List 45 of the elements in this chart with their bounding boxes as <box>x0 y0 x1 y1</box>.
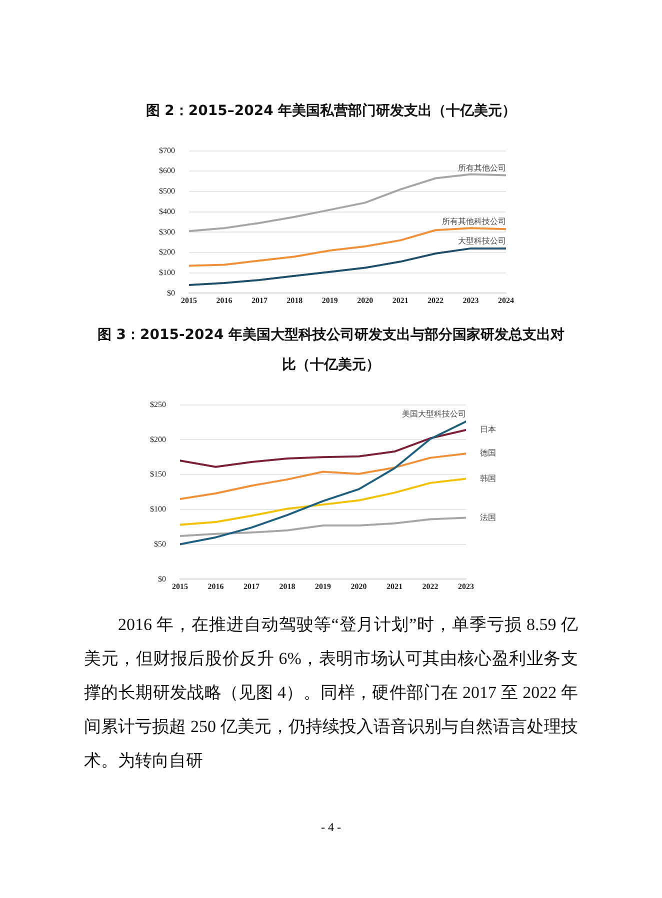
x-tick-label: 2022 <box>422 582 438 592</box>
x-tick-label: 2021 <box>392 296 408 306</box>
y-tick-label: $500 <box>159 186 175 196</box>
chart-title: 图 3：2015-2024 年美国大型科技公司研发支出与部分国家研发总支出对比（十亿美元） <box>96 326 566 375</box>
series-label: 所有其他公司 <box>458 163 506 172</box>
x-tick-label: 2020 <box>357 296 374 306</box>
x-tick-label: 2019 <box>315 582 331 592</box>
x-tick-label: 2019 <box>322 296 338 306</box>
y-tick-label: $250 <box>150 400 166 409</box>
y-tick-label: $50 <box>154 539 166 548</box>
x-tick-label: 2023 <box>458 582 474 592</box>
x-tick-label: 2017 <box>251 296 268 306</box>
series-label: 大型科技公司 <box>458 236 506 246</box>
y-tick-label: $0 <box>158 574 166 584</box>
y-tick-label: $100 <box>150 504 166 514</box>
y-tick-label: $200 <box>159 248 175 257</box>
y-tick-label: $600 <box>159 166 175 176</box>
x-tick-label: 2021 <box>386 582 402 592</box>
x-tick-label: 2020 <box>350 582 367 592</box>
text: - 4 - <box>320 820 342 835</box>
y-tick-label: $200 <box>150 434 166 444</box>
y-tick-label: $400 <box>159 206 175 216</box>
y-tick-label: $300 <box>159 227 175 236</box>
series-label: 韩国 <box>480 474 496 483</box>
series-label: 德国 <box>480 448 496 458</box>
x-tick-label: 2017 <box>244 582 260 592</box>
x-tick-label: 2018 <box>279 582 296 592</box>
x-tick-label: 2024 <box>498 296 514 306</box>
text: 2016 年，在推进自动驾驶等“登月计划”时，单季亏损 8.59 亿美元，但财报后股价反升 6%，表明市场认可其由核心盈利业务支撑的长期研发战略（见图 4）。同样，硬件部门在 2017 至 2022 年间累计亏损超 250 亿美元，仍持续投入语音识别与自然语言处理技术。为转向自研 <box>84 614 578 772</box>
y-tick-label: $100 <box>159 268 175 277</box>
x-tick-label: 2015 <box>181 296 197 306</box>
y-tick-label: $150 <box>150 470 166 479</box>
x-tick-label: 2016 <box>208 582 224 592</box>
x-tick-label: 2016 <box>216 296 232 306</box>
x-tick-label: 2018 <box>286 296 303 306</box>
chart-title: 图 2：2015–2024 年美国私营部门研发支出（十亿美元） <box>144 102 518 121</box>
series-label: 法国 <box>480 512 496 522</box>
series-label: 美国大型科技公司 <box>402 410 466 419</box>
x-tick-label: 2022 <box>428 296 444 306</box>
x-tick-label: 2015 <box>172 582 188 592</box>
y-tick-label: $700 <box>159 146 175 155</box>
y-tick-label: $0 <box>167 288 175 298</box>
series-label: 日本 <box>480 425 496 434</box>
series-label: 所有其他科技公司 <box>442 217 506 226</box>
x-tick-label: 2023 <box>462 296 479 306</box>
